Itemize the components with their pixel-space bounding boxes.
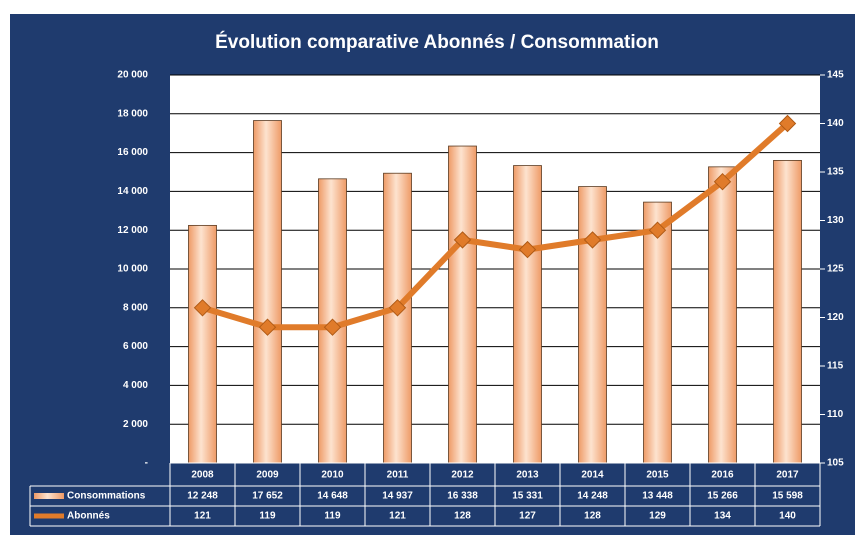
y-tick-label: - xyxy=(145,458,148,469)
x-tick-label: 2011 xyxy=(387,470,409,481)
y-tick-label: 12 000 xyxy=(117,225,148,236)
x-tick-label: 2016 xyxy=(711,470,734,481)
table-value: 14 248 xyxy=(577,491,608,502)
bar xyxy=(383,172,412,464)
legend-label: Consommations xyxy=(67,491,146,502)
x-tick-label: 2017 xyxy=(776,470,799,481)
chart-title: Évolution comparative Abonnés / Consomma… xyxy=(215,31,659,53)
table-value: 129 xyxy=(649,511,666,522)
bar xyxy=(773,159,802,464)
y2-tick-label: 145 xyxy=(827,70,844,81)
table-value: 12 248 xyxy=(187,491,218,502)
marker xyxy=(778,114,797,133)
table-value: 128 xyxy=(584,511,601,522)
table-value: 14 937 xyxy=(382,491,413,502)
table-value: 15 266 xyxy=(707,491,738,502)
x-tick-label: 2012 xyxy=(451,470,474,481)
marker xyxy=(258,318,277,336)
table-value: 128 xyxy=(454,511,471,522)
bar xyxy=(578,186,607,464)
table-value: 119 xyxy=(259,511,276,522)
table-value: 134 xyxy=(714,511,731,522)
table-value: 17 652 xyxy=(252,491,283,502)
y2-tick-label: 115 xyxy=(827,361,844,372)
table-value: 15 598 xyxy=(772,491,803,502)
bar xyxy=(643,201,672,464)
marker xyxy=(518,240,537,259)
y2-tick-label: 125 xyxy=(827,264,844,275)
x-tick-label: 2008 xyxy=(191,470,214,481)
x-tick-label: 2015 xyxy=(646,470,669,481)
y-tick-label: 14 000 xyxy=(117,186,148,197)
marker xyxy=(323,318,342,336)
y-tick-label: 6 000 xyxy=(123,341,148,352)
y-tick-label: 10 000 xyxy=(117,264,148,275)
legend-label: Abonnés xyxy=(67,511,110,522)
x-tick-label: 2009 xyxy=(256,470,279,481)
y-tick-label: 16 000 xyxy=(117,147,148,158)
marker xyxy=(453,231,472,249)
line xyxy=(201,121,790,331)
table-value: 127 xyxy=(519,511,536,522)
table-value: 121 xyxy=(194,511,211,522)
table-value: 121 xyxy=(389,511,406,522)
bar xyxy=(253,120,282,464)
marker xyxy=(648,221,667,239)
y2-tick-label: 140 xyxy=(827,118,844,129)
x-tick-label: 2013 xyxy=(516,470,539,481)
bar xyxy=(188,224,217,464)
y-tick-label: 8 000 xyxy=(123,302,148,313)
y2-tick-label: 110 xyxy=(827,409,844,420)
marker xyxy=(388,299,407,317)
table-value: 119 xyxy=(324,511,341,522)
table-value: 16 338 xyxy=(447,491,478,502)
y-tick-label: 2 000 xyxy=(123,419,148,430)
table-value: 14 648 xyxy=(317,491,348,502)
x-tick-label: 2014 xyxy=(581,470,604,481)
bar xyxy=(513,165,542,464)
legend-swatch xyxy=(34,493,64,499)
x-tick-label: 2010 xyxy=(321,470,344,481)
bar xyxy=(708,166,737,464)
y-tick-label: 4 000 xyxy=(123,380,148,391)
marker xyxy=(583,231,602,249)
marker xyxy=(713,172,732,191)
y2-tick-label: 120 xyxy=(827,312,844,323)
table-value: 140 xyxy=(779,511,796,522)
bar xyxy=(448,145,477,464)
y2-tick-label: 135 xyxy=(827,167,844,178)
y-tick-label: 18 000 xyxy=(117,108,148,119)
y2-tick-label: 105 xyxy=(827,458,844,469)
y-tick-label: 20 000 xyxy=(117,70,148,81)
y2-tick-label: 130 xyxy=(827,215,844,226)
marker xyxy=(193,299,212,317)
table-value: 15 331 xyxy=(512,491,543,502)
table-value: 13 448 xyxy=(642,491,673,502)
